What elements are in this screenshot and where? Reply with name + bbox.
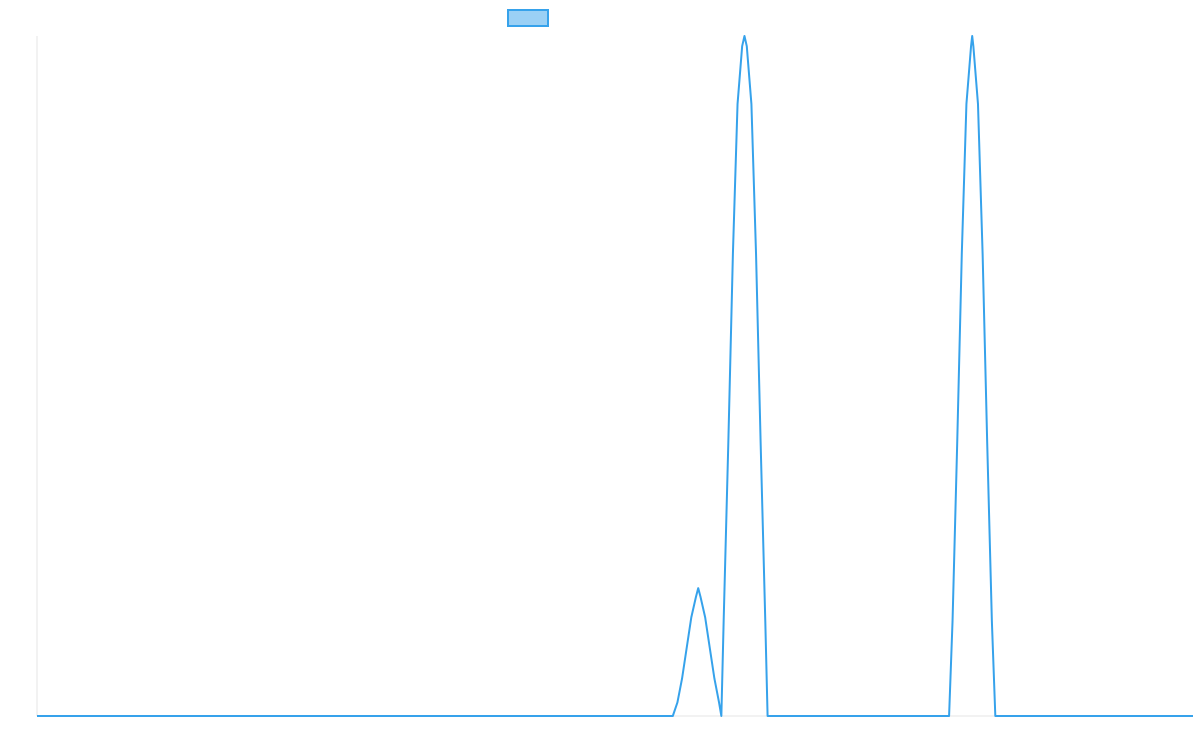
- legend-swatch: [507, 9, 549, 27]
- legend: [507, 9, 549, 27]
- series-line: [37, 35, 1193, 717]
